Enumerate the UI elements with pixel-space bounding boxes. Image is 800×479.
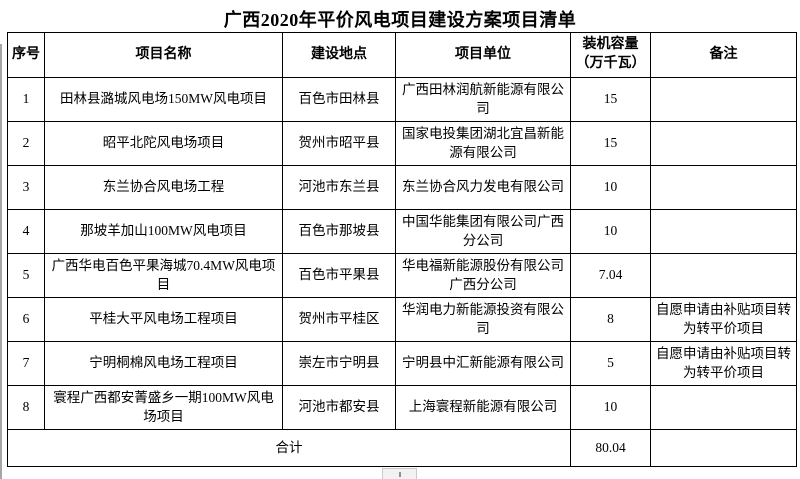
cell-capacity: 10 [570,385,651,430]
cell-no: 8 [7,385,45,430]
cell-capacity: 15 [570,77,651,122]
table-row: 3 东兰协合风电场工程 河池市东兰县 东兰协合风力发电有限公司 10 [7,165,797,210]
cell-no: 4 [7,209,45,254]
table-row: 2 昭平北陀风电场项目 贺州市昭平县 国家电投集团湖北宜昌新能源有限公司 15 [7,121,797,166]
cell-capacity: 7.04 [570,253,651,298]
table-row: 8 寰程广西都安菁盛乡一期100MW风电场项目 河池市都安县 上海寰程新能源有限… [7,385,797,430]
cell-unit: 宁明县中汇新能源有限公司 [395,341,571,386]
cell-unit: 华润电力新能源投资有限公司 [395,297,571,342]
cell-remark: 自愿申请由补贴项目转为转平价项目 [650,297,797,342]
cell-unit: 上海寰程新能源有限公司 [395,385,571,430]
table-header-row: 序号 项目名称 建设地点 项目单位 装机容量（万千瓦） 备注 [7,32,797,78]
cell-location: 百色市田林县 [282,77,396,122]
cell-no: 7 [7,341,45,386]
cell-no: 3 [7,165,45,210]
total-label-cell: 合计 [7,429,571,467]
cell-remark: 自愿申请由补贴项目转为转平价项目 [650,341,797,386]
page-edge-line [0,44,2,479]
cell-remark [650,121,797,166]
header-location: 建设地点 [282,32,396,78]
cell-remark [650,77,797,122]
cell-no: 2 [7,121,45,166]
table-row: 4 那坡羊加山100MW风电项目 百色市那坡县 中国华能集团有限公司广西分公司 … [7,209,797,254]
cell-unit: 中国华能集团有限公司广西分公司 [395,209,571,254]
header-unit: 项目单位 [395,32,571,78]
table-row: 6 平桂大平风电场工程项目 贺州市平桂区 华润电力新能源投资有限公司 8 自愿申… [7,297,797,342]
cell-project-name: 宁明桐棉风电场工程项目 [44,341,283,386]
header-capacity: 装机容量（万千瓦） [570,32,651,78]
cell-no: 1 [7,77,45,122]
cell-project-name: 东兰协合风电场工程 [44,165,283,210]
cell-project-name: 寰程广西都安菁盛乡一期100MW风电场项目 [44,385,283,430]
scrollbar-thumb[interactable] [382,468,417,479]
cell-capacity: 10 [570,165,651,210]
cell-project-name: 田林县潞城风电场150MW风电项目 [44,77,283,122]
cell-project-name: 平桂大平风电场工程项目 [44,297,283,342]
cell-remark [650,253,797,298]
cell-project-name: 那坡羊加山100MW风电项目 [44,209,283,254]
cell-capacity: 5 [570,341,651,386]
page-title: 广西2020年平价风电项目建设方案项目清单 [223,10,577,30]
header-no: 序号 [7,32,45,78]
project-list-table: 序号 项目名称 建设地点 项目单位 装机容量（万千瓦） 备注 1 田林县潞城风电… [7,32,797,467]
cell-unit: 华电福新能源股份有限公司广西分公司 [395,253,571,298]
cell-location: 河池市东兰县 [282,165,396,210]
cell-capacity: 10 [570,209,651,254]
total-capacity-cell: 80.04 [570,429,651,467]
cell-no: 5 [7,253,45,298]
table-row: 1 田林县潞城风电场150MW风电项目 百色市田林县 广西田林润航新能源有限公司… [7,77,797,122]
cell-project-name: 昭平北陀风电场项目 [44,121,283,166]
cell-location: 百色市平果县 [282,253,396,298]
table-total-row: 合计 80.04 [7,429,797,467]
cell-location: 贺州市平桂区 [282,297,396,342]
cell-project-name: 广西华电百色平果海城70.4MW风电项目 [44,253,283,298]
table-row: 5 广西华电百色平果海城70.4MW风电项目 百色市平果县 华电福新能源股份有限… [7,253,797,298]
cell-location: 百色市那坡县 [282,209,396,254]
cell-capacity: 15 [570,121,651,166]
cell-location: 崇左市宁明县 [282,341,396,386]
header-project-name: 项目名称 [44,32,283,78]
header-remark: 备注 [650,32,797,78]
cell-unit: 东兰协合风力发电有限公司 [395,165,571,210]
cell-location: 贺州市昭平县 [282,121,396,166]
table-row: 7 宁明桐棉风电场工程项目 崇左市宁明县 宁明县中汇新能源有限公司 5 自愿申请… [7,341,797,386]
cell-unit: 国家电投集团湖北宜昌新能源有限公司 [395,121,571,166]
total-remark-cell [650,429,797,467]
cell-remark [650,385,797,430]
cell-unit: 广西田林润航新能源有限公司 [395,77,571,122]
cell-location: 河池市都安县 [282,385,396,430]
scrollbar-tick-icon [399,472,401,477]
cell-capacity: 8 [570,297,651,342]
cell-no: 6 [7,297,45,342]
cell-remark [650,165,797,210]
cell-remark [650,209,797,254]
